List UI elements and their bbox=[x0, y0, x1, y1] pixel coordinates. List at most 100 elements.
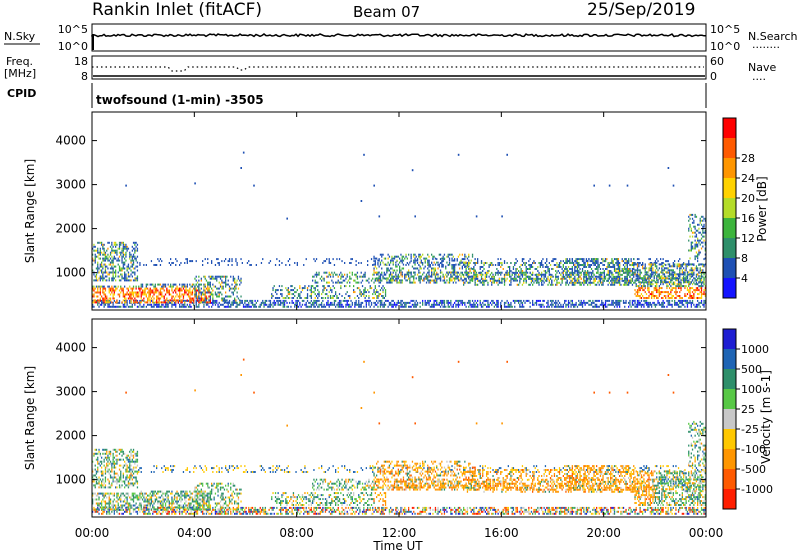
echo-cell bbox=[204, 283, 206, 286]
echo-cell bbox=[679, 267, 681, 270]
echo-cell bbox=[704, 249, 706, 252]
echo-cell bbox=[175, 287, 177, 290]
echo-cell bbox=[323, 305, 325, 308]
echo-cell bbox=[253, 184, 255, 187]
echo-cell bbox=[395, 279, 397, 282]
echo-cell bbox=[523, 279, 525, 282]
echo-cell bbox=[414, 273, 416, 276]
echo-cell bbox=[469, 303, 471, 306]
echo-cell bbox=[496, 305, 498, 308]
echo-cell bbox=[663, 279, 666, 282]
echo-cell bbox=[615, 277, 617, 280]
echo-cell bbox=[533, 277, 535, 280]
echo-cell bbox=[648, 263, 650, 266]
echo-cell bbox=[443, 301, 446, 304]
echo-cell bbox=[231, 264, 233, 266]
echo-cell bbox=[326, 301, 328, 304]
echo-cell bbox=[497, 262, 499, 264]
echo-cell bbox=[199, 291, 201, 294]
echo-cell bbox=[173, 303, 176, 306]
echo-cell bbox=[624, 262, 626, 264]
echo-cell bbox=[661, 279, 663, 282]
echo-cell bbox=[305, 258, 307, 261]
echo-cell bbox=[373, 257, 375, 260]
echo-cell bbox=[617, 270, 619, 272]
echo-cell bbox=[689, 281, 691, 284]
echo-cell bbox=[700, 223, 703, 226]
echo-cell bbox=[124, 247, 126, 250]
echo-cell bbox=[272, 287, 274, 290]
echo-cell bbox=[700, 281, 703, 284]
echo-cell bbox=[597, 271, 599, 274]
echo-cell bbox=[665, 281, 667, 284]
echo-cell bbox=[541, 275, 543, 278]
echo-cell bbox=[636, 279, 639, 282]
echo-cell bbox=[130, 291, 132, 294]
echo-cell bbox=[153, 297, 155, 300]
echo-cell bbox=[700, 219, 703, 222]
echo-cell bbox=[558, 305, 561, 308]
echo-cell bbox=[598, 305, 600, 308]
echo-cell bbox=[134, 301, 136, 304]
echo-cell bbox=[212, 301, 214, 304]
echo-cell bbox=[203, 305, 205, 308]
echo-cell bbox=[358, 281, 360, 284]
echo-cell bbox=[626, 273, 628, 276]
echo-cell bbox=[685, 299, 687, 302]
echo-cell bbox=[596, 266, 598, 268]
echo-cell bbox=[195, 299, 197, 302]
echo-cell bbox=[399, 279, 401, 282]
echo-cell bbox=[104, 259, 107, 262]
echo-cell bbox=[230, 287, 232, 290]
echo-cell bbox=[665, 277, 667, 280]
echo-cell bbox=[419, 271, 421, 274]
echo-cell bbox=[688, 262, 690, 264]
echo-cell bbox=[331, 289, 333, 292]
echo-cell bbox=[566, 273, 568, 276]
echo-cell bbox=[200, 283, 202, 286]
echo-cell bbox=[322, 262, 324, 264]
echo-cell bbox=[604, 305, 607, 308]
echo-cell bbox=[289, 293, 291, 296]
echo-cell bbox=[645, 301, 648, 304]
echo-cell bbox=[535, 299, 538, 302]
echo-cell bbox=[450, 303, 452, 306]
nsky-panel: N.Sky 10^5 10^0 10^5 10^0 N.Search .....… bbox=[4, 23, 798, 53]
echo-cell bbox=[675, 289, 677, 292]
echo-cell bbox=[346, 273, 348, 276]
echo-cell bbox=[654, 295, 657, 297]
echo-cell bbox=[558, 264, 561, 266]
nave-tick-bottom: 0 bbox=[710, 70, 717, 83]
echo-cell bbox=[593, 281, 595, 284]
echo-cell bbox=[131, 255, 133, 258]
echo-cell bbox=[633, 271, 635, 274]
echo-cell bbox=[668, 281, 671, 284]
echo-cell bbox=[196, 281, 199, 284]
echo-cell bbox=[578, 299, 580, 302]
echo-cell bbox=[268, 303, 270, 306]
echo-cell bbox=[378, 279, 380, 282]
echo-cell bbox=[129, 299, 131, 302]
echo-cell bbox=[690, 213, 692, 216]
echo-cell bbox=[691, 273, 694, 276]
echo-cell bbox=[535, 275, 538, 278]
echo-cell bbox=[433, 303, 435, 306]
echo-cell bbox=[537, 279, 539, 282]
echo-cell bbox=[505, 305, 507, 308]
echo-cell bbox=[617, 271, 619, 274]
echo-cell bbox=[636, 291, 639, 294]
echo-cell bbox=[198, 279, 200, 282]
echo-cell bbox=[428, 273, 430, 276]
echo-cell bbox=[109, 263, 112, 266]
echo-cell bbox=[225, 258, 227, 261]
echo-cell bbox=[112, 269, 114, 272]
echo-cell bbox=[227, 279, 229, 282]
echo-cell bbox=[551, 303, 553, 306]
echo-cell bbox=[484, 299, 486, 302]
echo-cell bbox=[544, 275, 547, 278]
echo-cell bbox=[345, 305, 347, 308]
echo-cell bbox=[198, 299, 200, 302]
echo-cell bbox=[374, 262, 376, 264]
echo-cell bbox=[392, 260, 394, 263]
echo-cell bbox=[94, 249, 96, 252]
